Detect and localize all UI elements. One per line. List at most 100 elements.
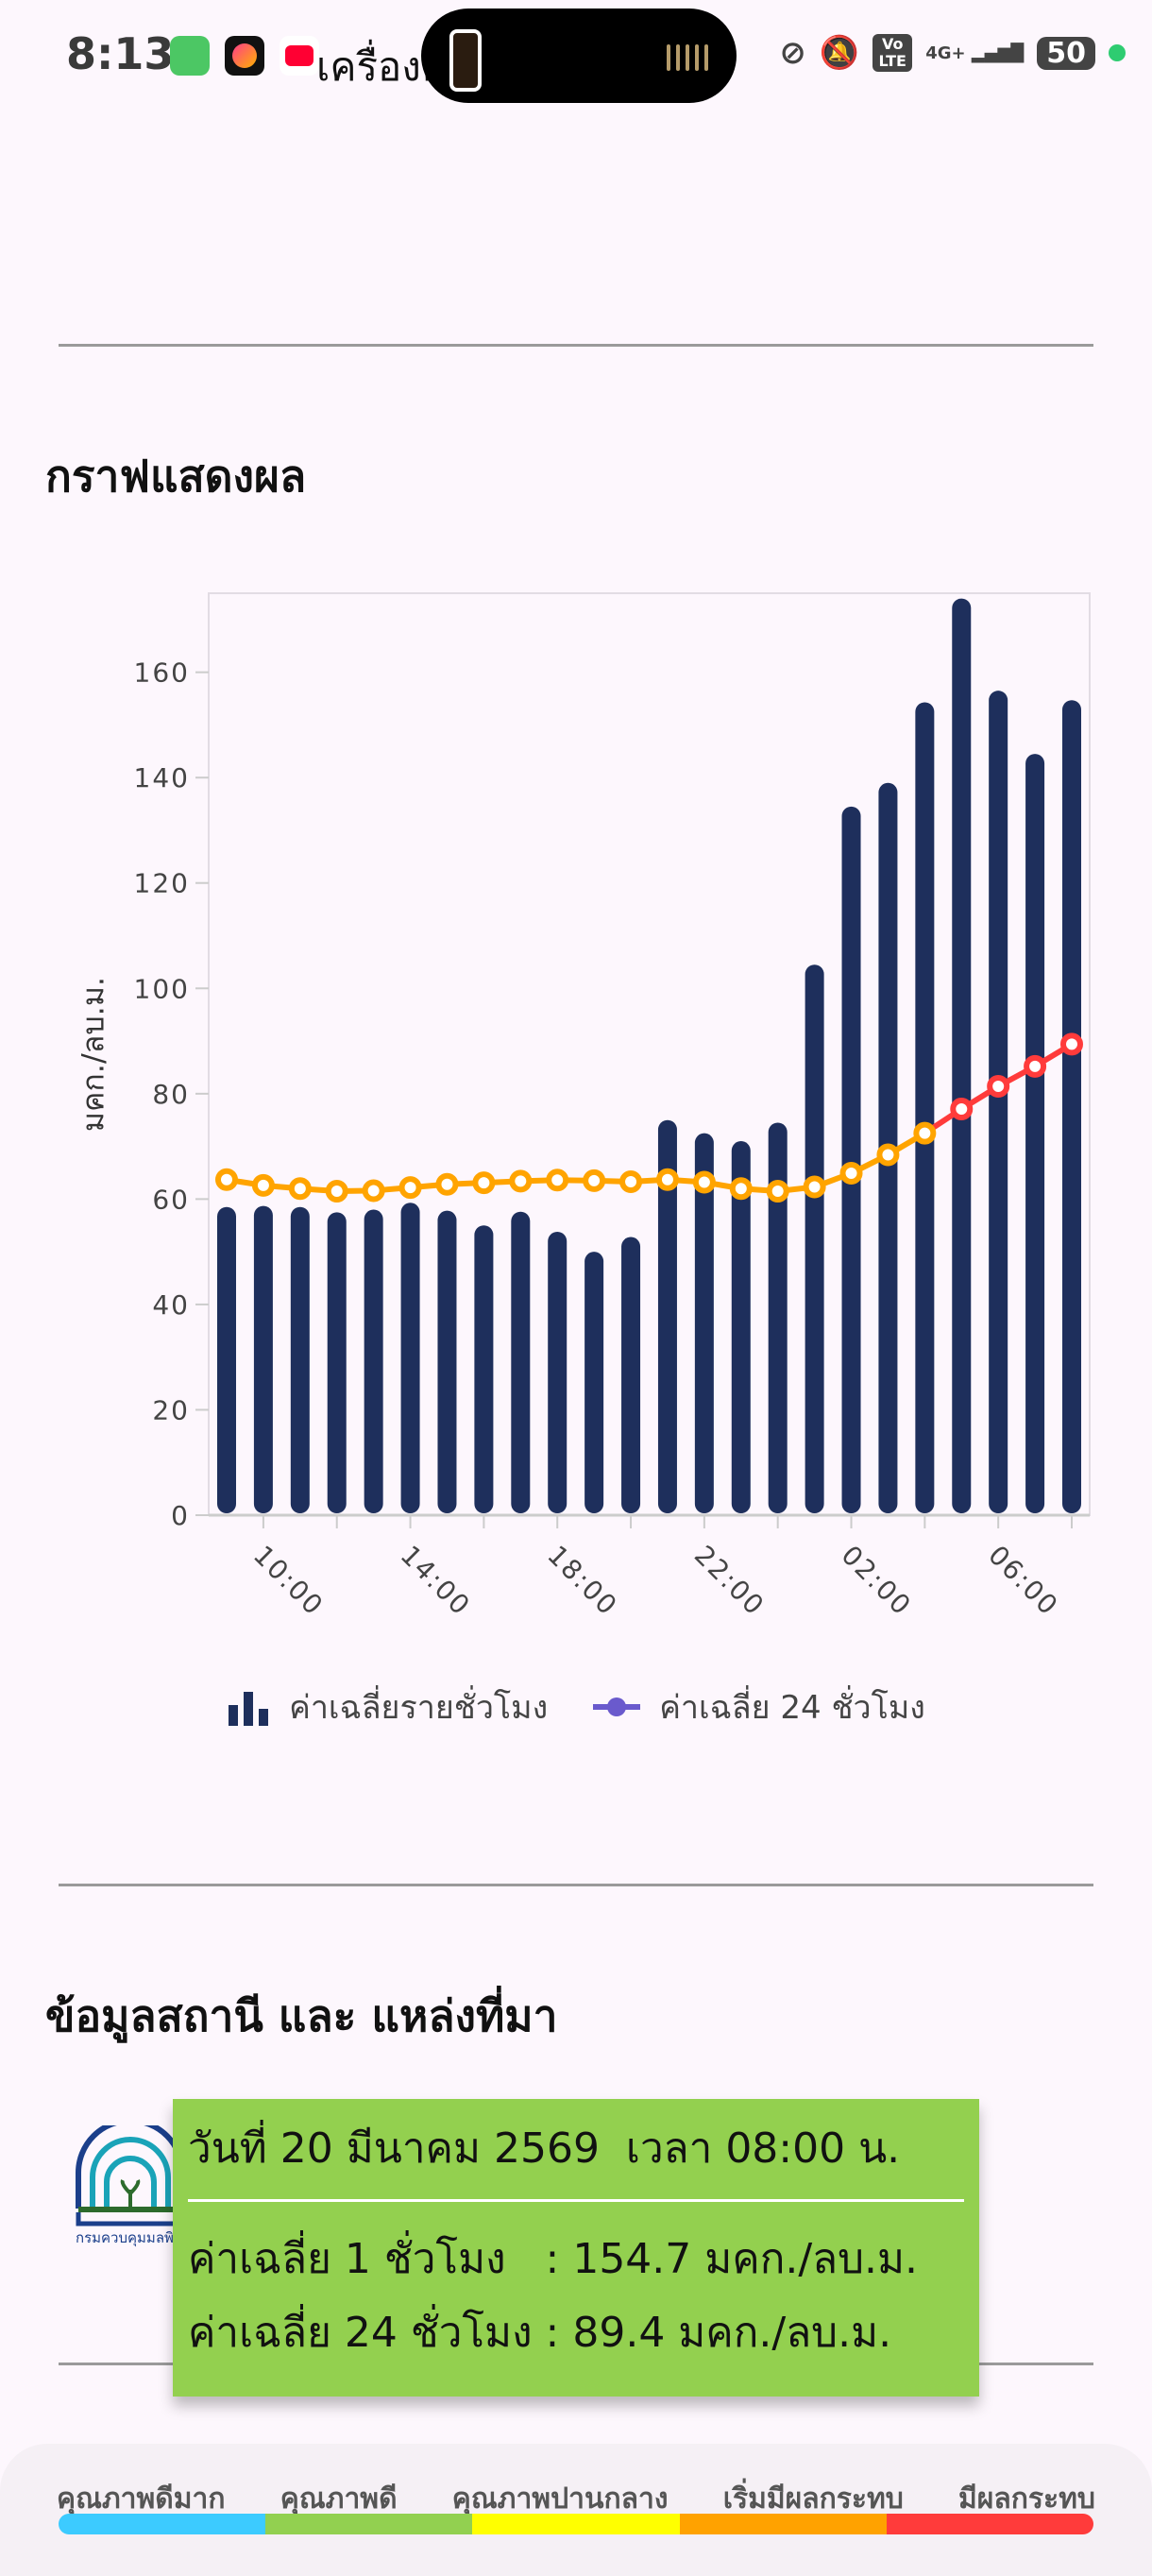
- bar: [621, 1237, 641, 1513]
- aqi-segment: [679, 2514, 887, 2534]
- aqi-label: คุณภาพปานกลาง: [451, 2482, 669, 2516]
- media-artwork-icon: [449, 29, 482, 92]
- x-tick-label: 22:00: [688, 1540, 771, 1622]
- line-point: [913, 1121, 937, 1145]
- x-tick-label: 02:00: [836, 1540, 918, 1622]
- divider: [59, 1884, 1093, 1886]
- tooltip-24h-value: ค่าเฉลี่ย 24 ชั่วโมง : 89.4 มคก./ลบ.ม.: [188, 2309, 892, 2357]
- line-point: [1060, 1032, 1083, 1056]
- line-point: [251, 1173, 275, 1197]
- bar: [989, 691, 1008, 1513]
- y-tick-label: 0: [171, 1500, 190, 1531]
- pcd-logo: กรมควบคุมมลพิษ: [74, 2118, 187, 2258]
- station-section-title: ข้อมูลสถานี และ แหล่งที่มา: [45, 1990, 558, 2041]
- bar-chart-icon: [229, 1692, 269, 1726]
- bar: [657, 1119, 677, 1513]
- y-tick-label: 100: [134, 973, 190, 1004]
- signal-icon: 4G+ ▂▄▆█: [925, 43, 1025, 63]
- dynamic-island[interactable]: [421, 9, 737, 103]
- y-tick-label: 160: [134, 657, 190, 689]
- aqi-color-bar: [59, 2514, 1093, 2534]
- bar: [217, 1206, 236, 1513]
- line-app-icon: [170, 36, 210, 76]
- status-icons: ⊘ 🔕 Vo LTE 4G+ ▂▄▆█ 50: [779, 34, 1126, 72]
- line-point: [766, 1180, 789, 1203]
- volte-icon: Vo LTE: [872, 34, 913, 72]
- line-point: [398, 1176, 422, 1200]
- y-tick-label: 120: [134, 868, 190, 899]
- bar: [1062, 700, 1081, 1513]
- bar: [511, 1211, 531, 1513]
- bar: [548, 1231, 568, 1513]
- aqi-scale-labels: คุณภาพดีมาก คุณภาพดี คุณภาพปานกลาง เริ่ม…: [57, 2477, 1095, 2521]
- audio-wave-icon: [667, 44, 708, 71]
- bar: [768, 1122, 788, 1513]
- line-point: [546, 1169, 569, 1192]
- aqi-label: คุณภาพดีมาก: [57, 2482, 226, 2516]
- tooltip-divider: [188, 2199, 964, 2202]
- bar: [915, 702, 935, 1513]
- link-icon: ⊘: [779, 34, 806, 72]
- line-point: [692, 1170, 716, 1194]
- svg-text:กรมควบคุมมลพิษ: กรมควบคุมมลพิษ: [76, 2229, 183, 2247]
- line-point: [472, 1171, 496, 1195]
- line-point: [288, 1177, 312, 1201]
- bar: [474, 1225, 494, 1513]
- legend-24h-label: ค่าเฉลี่ย 24 ชั่วโมง: [659, 1689, 925, 1727]
- pm25-chart[interactable]: 0 20 40 60 80 100 120 140 160 10:00 14:00 18:00 22:0…: [0, 567, 1152, 1644]
- line-point: [950, 1098, 974, 1121]
- bar: [400, 1203, 420, 1513]
- bar: [694, 1133, 714, 1513]
- line-point: [325, 1180, 348, 1203]
- bar: [290, 1206, 310, 1513]
- y-tick-label: 140: [134, 762, 190, 793]
- tooltip-hourly-value: ค่าเฉลี่ย 1 ชั่วโมง : 154.7 มคก./ลบ.ม.: [188, 2235, 919, 2283]
- youtube-icon: [280, 36, 319, 76]
- divider: [59, 344, 1093, 347]
- x-tick-label: 10:00: [247, 1540, 330, 1622]
- x-tick-label: 14:00: [395, 1540, 477, 1622]
- y-tick-label: 20: [152, 1394, 190, 1425]
- line-point: [362, 1179, 385, 1203]
- line-point: [1024, 1054, 1047, 1078]
- y-tick-label: 40: [152, 1289, 190, 1321]
- bar: [1025, 754, 1045, 1513]
- line-marker-icon: [593, 1697, 641, 1716]
- chart-tooltip: วันที่ 20 มีนาคม 2569 เวลา 08:00 น. ค่าเ…: [173, 2099, 979, 2397]
- y-tick-label: 80: [152, 1079, 190, 1110]
- bar: [952, 598, 972, 1513]
- chart-legend: ค่าเฉลี่ยรายชั่วโมง ค่าเฉลี่ย 24 ชั่วโมง: [0, 1681, 1152, 1732]
- aqi-label: คุณภาพดี: [280, 2482, 398, 2516]
- legend-item-hourly[interactable]: ค่าเฉลี่ยรายชั่วโมง: [227, 1681, 548, 1732]
- aqi-segment: [886, 2514, 1093, 2534]
- bar: [584, 1252, 604, 1513]
- bar: [731, 1141, 751, 1513]
- legend-item-24h[interactable]: ค่าเฉลี่ย 24 ชั่วโมง: [591, 1681, 925, 1732]
- aqi-scale-panel: [0, 2444, 1152, 2576]
- bar: [437, 1210, 457, 1513]
- graph-section-title: กราฟแสดงผล: [45, 451, 307, 502]
- line-point: [987, 1075, 1010, 1099]
- aqi-segment: [265, 2514, 473, 2534]
- line-point: [655, 1168, 679, 1191]
- tooltip-date: วันที่ 20 มีนาคม 2569 เวลา 08:00 น.: [188, 2124, 901, 2173]
- x-tick-label: 06:00: [982, 1540, 1064, 1622]
- app-notification-icon: [225, 36, 264, 76]
- bar: [805, 964, 824, 1513]
- status-time: 8:13: [66, 28, 175, 79]
- line-point: [803, 1175, 826, 1199]
- line-point: [876, 1143, 900, 1167]
- line-point: [619, 1169, 643, 1193]
- mute-bell-icon: 🔕: [819, 34, 860, 72]
- line-point: [509, 1169, 533, 1193]
- line-point: [215, 1168, 238, 1191]
- x-tick-label: 18:00: [541, 1540, 623, 1622]
- line-point: [839, 1162, 863, 1186]
- y-tick-label: 60: [152, 1184, 190, 1215]
- line-point: [729, 1177, 753, 1201]
- line-point: [435, 1172, 459, 1196]
- bar: [253, 1205, 273, 1513]
- line-point: [583, 1169, 606, 1192]
- privacy-dot-icon: [1109, 44, 1126, 61]
- bar: [841, 806, 861, 1513]
